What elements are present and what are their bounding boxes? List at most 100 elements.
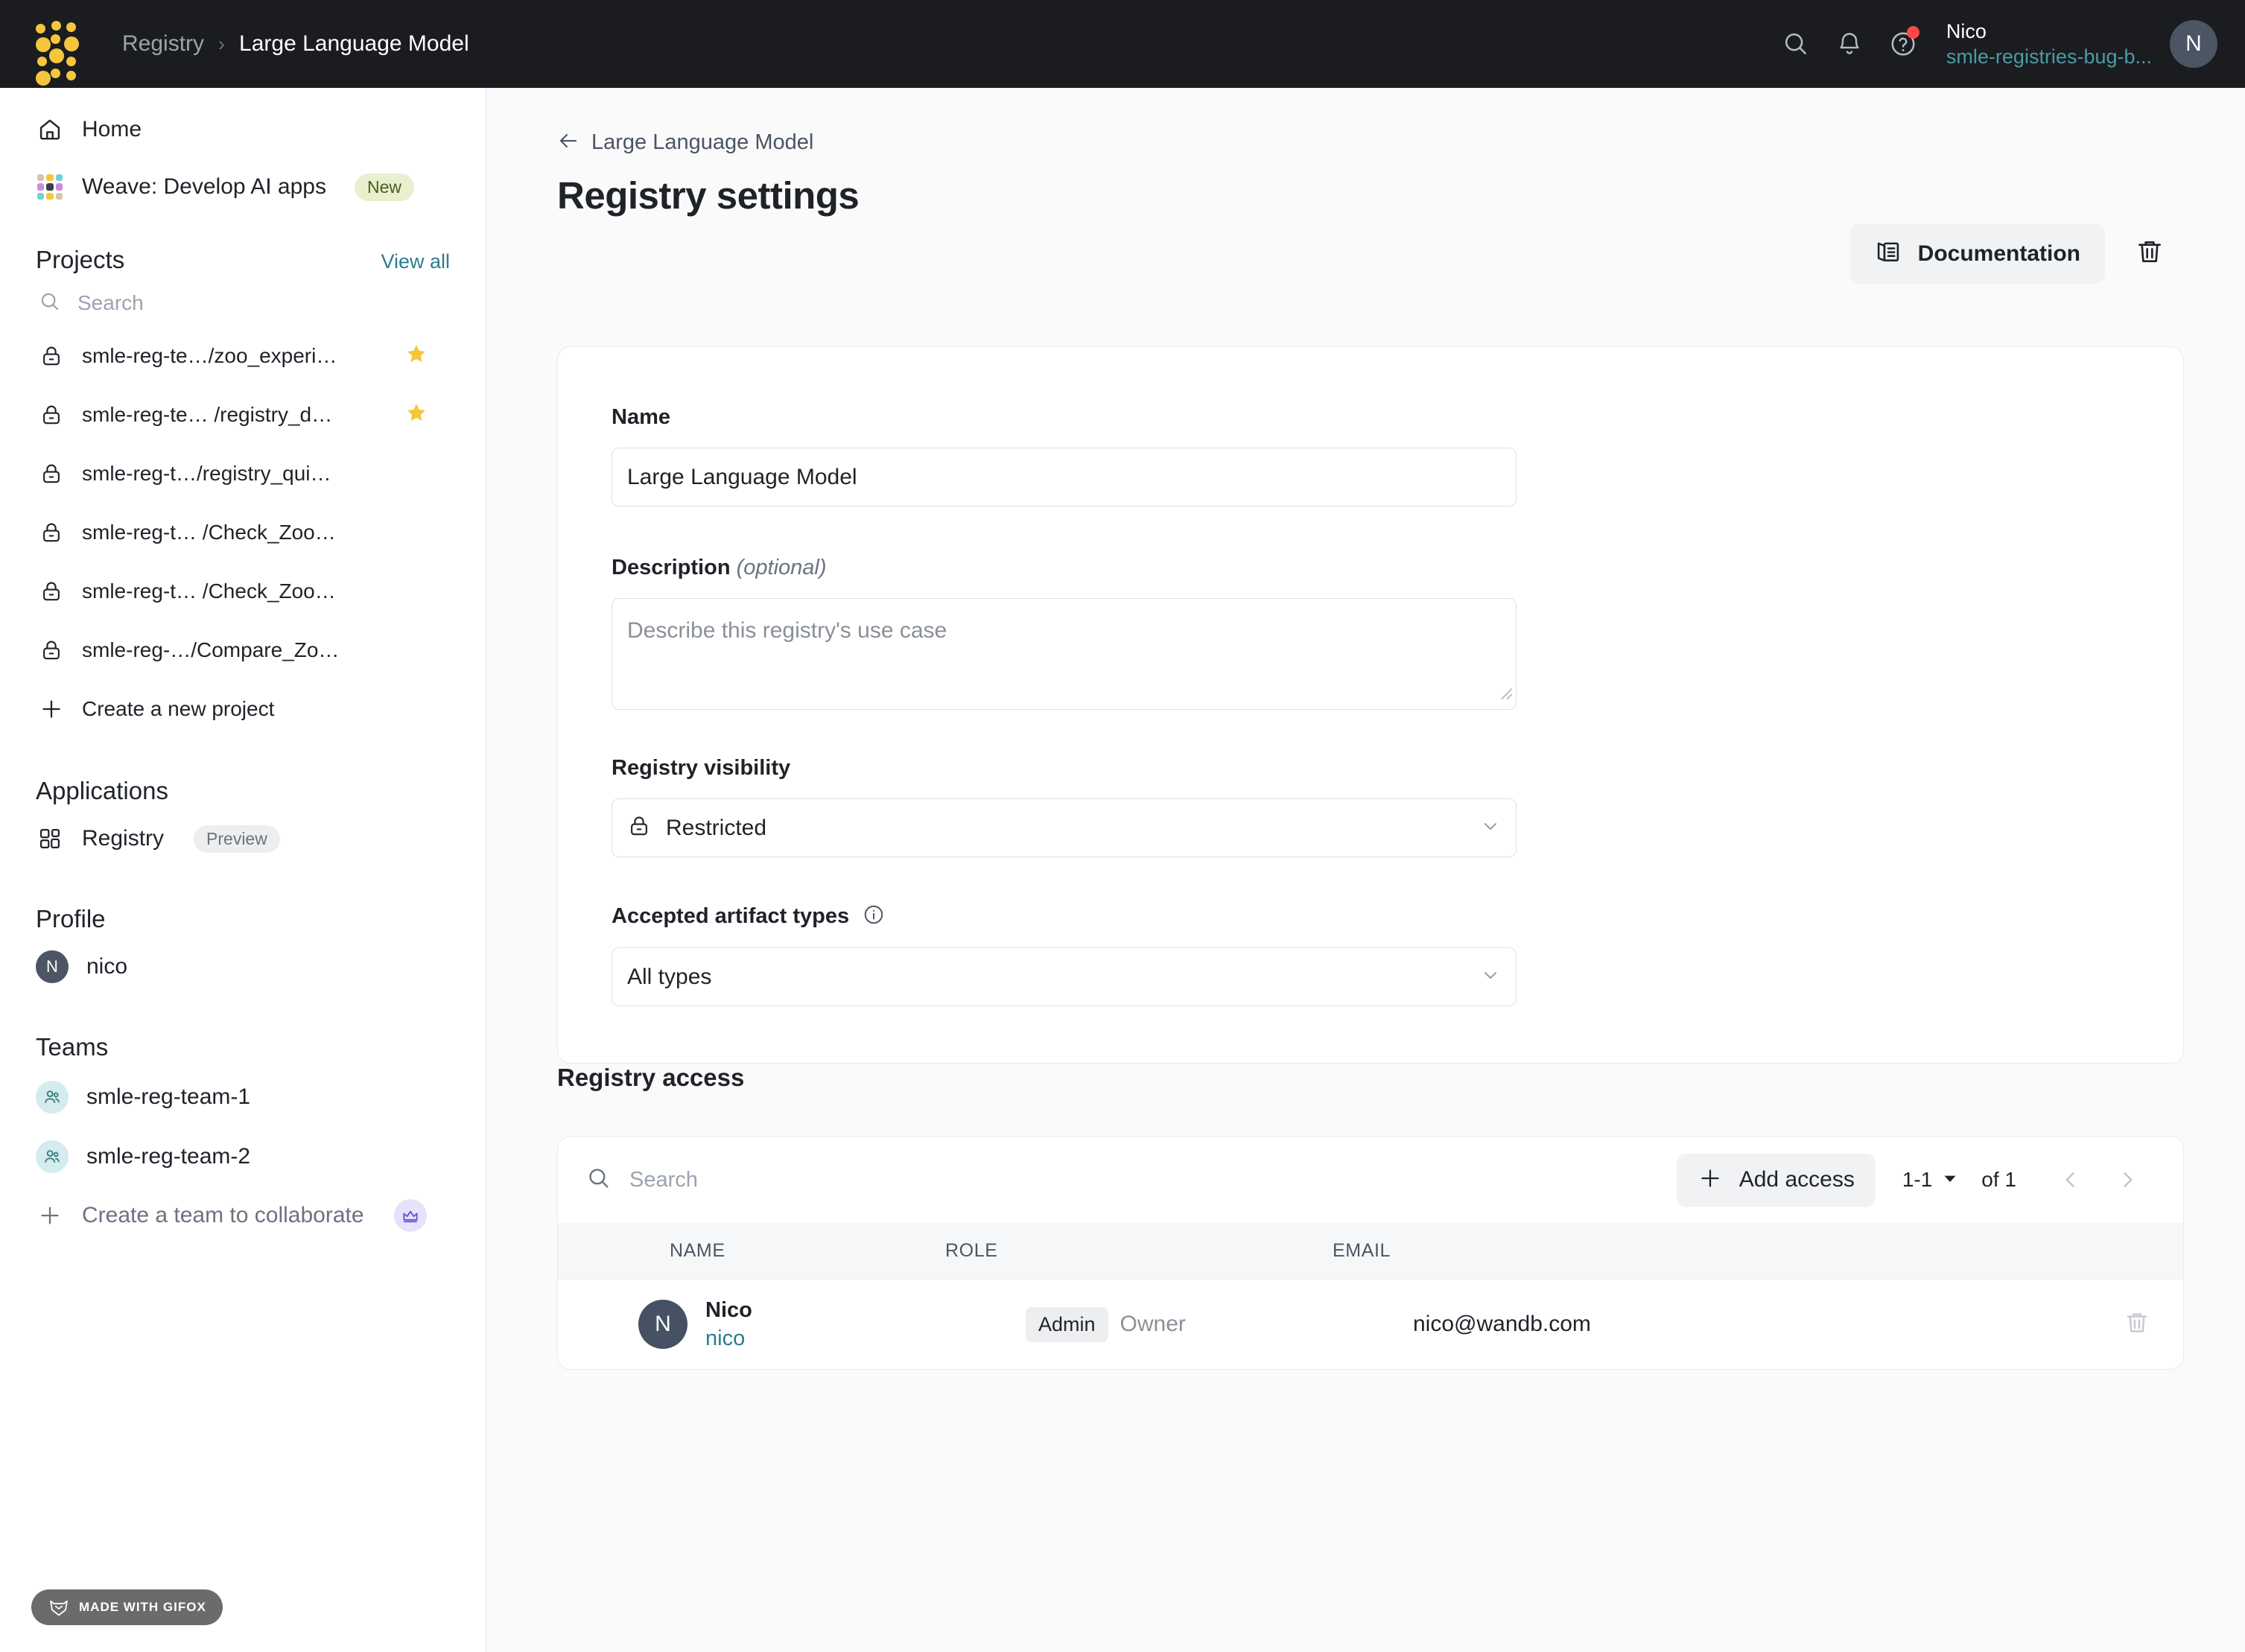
member-username[interactable]: nico [705, 1327, 746, 1350]
caret-down-icon[interactable] [1943, 1171, 1957, 1189]
user-entity: smle-registries-bug-b... [1946, 45, 2152, 68]
documentation-button-label: Documentation [1917, 241, 2080, 266]
weave-icon [36, 173, 64, 201]
artifact-types-label: Accepted artifact types [612, 904, 850, 928]
documentation-button[interactable]: Documentation [1849, 223, 2105, 284]
section-title: Applications [36, 777, 168, 804]
access-search-input[interactable]: Search [586, 1166, 698, 1195]
chevron-down-icon [1480, 965, 1501, 989]
description-optional-note: (optional) [736, 556, 827, 579]
section-title: Profile [36, 905, 106, 933]
help-circle-icon[interactable] [1876, 17, 1930, 71]
prev-page-button[interactable] [2048, 1157, 2094, 1203]
team-label: smle-reg-team-1 [86, 1084, 251, 1109]
section-title: Teams [36, 1033, 109, 1061]
wandb-logo[interactable] [36, 21, 79, 86]
top-bar-actions: Nico smle-registries-bug-b... N [1769, 17, 2245, 71]
arrow-left-icon [557, 130, 579, 156]
team-icon [36, 1140, 69, 1173]
home-icon [36, 115, 64, 144]
main-content: Large Language Model Registry settings D… [486, 88, 2245, 1652]
preview-badge: Preview [194, 825, 280, 853]
create-project-label: Create a new project [82, 696, 275, 720]
visibility-select[interactable]: Restricted [612, 798, 1517, 857]
sidebar-item-weave[interactable]: Weave: Develop AI apps New [0, 155, 486, 219]
table-header-row: NAME ROLE EMAIL [558, 1223, 2183, 1280]
name-label: Name [612, 405, 670, 429]
artifact-types-label-row: Accepted artifact types [612, 903, 2183, 930]
info-icon[interactable] [863, 903, 885, 930]
book-icon [1875, 238, 1902, 269]
sidebar-project-item[interactable]: smle-reg-te… /registry_d… [0, 385, 486, 444]
sidebar-item-registry[interactable]: Registry Preview [0, 811, 486, 866]
trash-icon[interactable] [2124, 1309, 2150, 1340]
breadcrumb: Registry › Large Language Model [122, 31, 469, 57]
pagination-range[interactable]: 1-1 [1902, 1168, 1933, 1191]
sidebar-item-label: Weave: Develop AI apps [82, 174, 326, 199]
sidebar-project-item[interactable]: smle-reg-t… /Check_Zoo… [0, 562, 486, 620]
column-header-email: EMAIL [1333, 1240, 1391, 1261]
role-badge[interactable]: Admin [1026, 1306, 1108, 1342]
profile-username: nico [86, 954, 128, 979]
sidebar-project-item[interactable]: smle-reg-t… /Check_Zoo… [0, 503, 486, 562]
watermark-label: MADE WITH GIFOX [79, 1600, 206, 1614]
description-textarea[interactable]: Describe this registry's use case [612, 598, 1517, 710]
team-icon [36, 1081, 69, 1113]
add-access-button[interactable]: Add access [1676, 1153, 1876, 1207]
top-navigation-bar: Registry › Large Language Model Nico [0, 0, 2245, 88]
visibility-value: Restricted [666, 815, 767, 840]
breadcrumb-registry[interactable]: Registry [122, 31, 205, 56]
next-page-button[interactable] [2104, 1157, 2150, 1203]
lock-icon [37, 577, 66, 606]
avatar[interactable]: N [2170, 20, 2217, 68]
sidebar-project-item[interactable]: smle-reg-t…/registry_qui… [0, 444, 486, 503]
new-badge: New [354, 173, 414, 201]
search-icon[interactable] [1769, 17, 1823, 71]
registry-access-title: Registry access [557, 1064, 745, 1091]
star-icon[interactable] [405, 343, 428, 369]
project-label: smle-reg-t…/registry_qui… [82, 461, 331, 485]
sidebar-project-item[interactable]: smle-reg-…/Compare_Zo… [0, 620, 486, 679]
toolbar-right: Add access 1-1 of 1 [1676, 1153, 2150, 1207]
pagination-total: of 1 [1981, 1168, 2016, 1191]
lock-icon [627, 814, 651, 842]
member-email: nico@wandb.com [1413, 1312, 1591, 1336]
sidebar-item-profile[interactable]: N nico [0, 939, 486, 994]
registry-access-table: Search Add access 1-1 of 1 [557, 1136, 2184, 1370]
artifact-types-value: All types [627, 964, 712, 989]
bell-icon[interactable] [1823, 17, 1876, 71]
back-link-label: Large Language Model [591, 130, 814, 154]
sidebar-project-item[interactable]: smle-reg-te…/zoo_experi… [0, 326, 486, 385]
create-new-project-button[interactable]: Create a new project [0, 679, 486, 738]
member-name: Nico [705, 1298, 752, 1322]
user-info[interactable]: Nico smle-registries-bug-b... [1946, 19, 2152, 69]
sidebar-item-label: Registry [82, 826, 165, 851]
star-icon[interactable] [405, 401, 428, 428]
registry-settings-card: Name Large Language Model Description (o… [557, 346, 2184, 1064]
registry-grid-icon [36, 825, 64, 853]
create-team-button[interactable]: Create a team to collaborate [0, 1186, 486, 1245]
sidebar-item-home[interactable]: Home [0, 104, 486, 155]
name-input[interactable]: Large Language Model [612, 448, 1517, 506]
sidebar-item-team-2[interactable]: smle-reg-team-2 [0, 1127, 486, 1186]
trash-icon[interactable] [2127, 229, 2172, 278]
project-label: smle-reg-te…/zoo_experi… [82, 343, 337, 367]
notification-dot [1906, 26, 1919, 39]
back-link[interactable]: Large Language Model [557, 130, 2245, 156]
lock-icon [37, 636, 66, 664]
view-all-link[interactable]: View all [381, 250, 450, 273]
table-row[interactable]: N Nico nico Admin Owner nico@wandb.com [558, 1280, 2183, 1369]
search-icon [39, 290, 61, 317]
resize-grip-icon[interactable] [1496, 681, 1513, 706]
lock-icon [37, 401, 66, 429]
breadcrumb-current: Large Language Model [239, 31, 469, 56]
search-placeholder: Search [77, 291, 144, 314]
project-label: smle-reg-te… /registry_d… [82, 402, 333, 426]
search-icon [586, 1166, 612, 1195]
table-toolbar: Search Add access 1-1 of 1 [558, 1137, 2183, 1223]
plus-icon [36, 1201, 64, 1230]
sidebar-item-team-1[interactable]: smle-reg-team-1 [0, 1067, 486, 1127]
project-search-input[interactable]: Search [0, 280, 486, 326]
artifact-types-select[interactable]: All types [612, 947, 1517, 1006]
plus-icon [37, 695, 66, 723]
